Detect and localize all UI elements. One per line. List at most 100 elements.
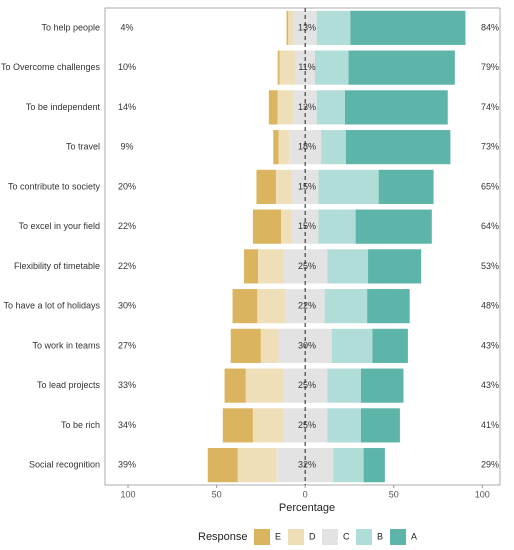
bar-segment	[327, 368, 361, 403]
right-percent-label: 65%	[481, 181, 499, 191]
legend-label: A	[411, 531, 417, 541]
bar-segment	[268, 90, 278, 125]
legend-label: B	[377, 531, 383, 541]
bar-segment	[345, 130, 451, 165]
bar-segment	[360, 368, 404, 403]
y-tick-label: To travel	[66, 142, 100, 152]
bar-segment	[245, 368, 284, 403]
right-percent-label: 43%	[481, 340, 499, 350]
y-tick-label: To work in teams	[32, 340, 100, 350]
y-tick-label: To help people	[41, 22, 100, 32]
bar-segment	[363, 448, 385, 483]
bar-segment	[288, 10, 294, 45]
right-percent-label: 64%	[481, 221, 499, 231]
bar-segment	[348, 50, 455, 85]
bar-segment	[378, 169, 434, 204]
bar-segment	[345, 90, 448, 125]
right-percent-label: 84%	[481, 22, 499, 32]
right-percent-label: 53%	[481, 261, 499, 271]
x-tick-label: 50	[389, 489, 399, 499]
bar-segment	[279, 50, 296, 85]
y-tick-label: To excel in your field	[18, 221, 100, 231]
bar-segment	[318, 209, 356, 244]
neutral-percent-label: 13%	[298, 22, 316, 32]
y-tick-label: To contribute to society	[8, 181, 101, 191]
right-percent-label: 74%	[481, 102, 499, 112]
bar-segment	[355, 209, 432, 244]
x-axis-title: Percentage	[279, 502, 335, 514]
x-tick-label: 100	[475, 489, 490, 499]
right-percent-label: 43%	[481, 380, 499, 390]
bar-segment	[278, 130, 290, 165]
neutral-percent-label: 30%	[298, 340, 316, 350]
bar-segment	[372, 328, 408, 363]
legend-label: D	[309, 531, 316, 541]
bar-segment	[331, 328, 373, 363]
neutral-percent-label: 25%	[298, 380, 316, 390]
left-percent-label: 4%	[120, 22, 133, 32]
bar-segment	[318, 169, 379, 204]
bar-segment	[367, 289, 410, 324]
bar-segment	[252, 209, 282, 244]
x-tick-label: 50	[212, 489, 222, 499]
bar-segment	[222, 408, 253, 443]
bar-segment	[360, 408, 400, 443]
bar-segment	[277, 90, 294, 125]
bar-segment	[293, 10, 317, 45]
bar-segment	[316, 90, 346, 125]
bar-segment	[333, 448, 364, 483]
y-tick-label: Flexibility of timetable	[14, 261, 100, 271]
neutral-percent-label: 13%	[298, 102, 316, 112]
bar-segment	[321, 130, 346, 165]
bar-segment	[275, 169, 292, 204]
bar-segment	[207, 448, 238, 483]
bar-segment	[316, 10, 351, 45]
right-percent-label: 29%	[481, 460, 499, 470]
legend-label: C	[343, 531, 350, 541]
bar-segment	[258, 249, 284, 284]
right-percent-label: 48%	[481, 301, 499, 311]
neutral-percent-label: 15%	[298, 181, 316, 191]
bar-segment	[260, 328, 279, 363]
left-percent-label: 39%	[118, 460, 136, 470]
left-percent-label: 33%	[118, 380, 136, 390]
left-percent-label: 22%	[118, 221, 136, 231]
left-percent-label: 14%	[118, 102, 136, 112]
bar-segment	[252, 408, 284, 443]
legend-title: Response	[198, 531, 248, 543]
y-tick-label: To Overcome challenges	[1, 62, 101, 72]
left-percent-label: 20%	[118, 181, 136, 191]
right-percent-label: 73%	[481, 142, 499, 152]
legend-label: E	[275, 531, 281, 541]
bar-segment	[230, 328, 261, 363]
neutral-percent-label: 18%	[298, 142, 316, 152]
left-percent-label: 10%	[118, 62, 136, 72]
neutral-percent-label: 32%	[298, 460, 316, 470]
left-percent-label: 27%	[118, 340, 136, 350]
x-tick-label: 100	[121, 489, 136, 499]
neutral-percent-label: 25%	[298, 420, 316, 430]
bar-segment	[286, 10, 289, 45]
y-tick-label: To have a lot of holidays	[3, 301, 100, 311]
right-percent-label: 41%	[481, 420, 499, 430]
bar-segment	[327, 408, 361, 443]
bar-segment	[257, 289, 286, 324]
bar-segment	[232, 289, 258, 324]
bar-segment	[256, 169, 276, 204]
bar-segment	[324, 289, 368, 324]
bar-segment	[314, 50, 349, 85]
legend-swatch	[390, 529, 406, 545]
legend-swatch	[356, 529, 372, 545]
bar-segment	[224, 368, 246, 403]
bar-segment	[281, 209, 292, 244]
bar-segment	[368, 249, 422, 284]
right-percent-label: 79%	[481, 62, 499, 72]
left-percent-label: 30%	[118, 301, 136, 311]
y-tick-label: Social recognition	[29, 460, 100, 470]
y-tick-label: To be independent	[26, 102, 101, 112]
y-tick-label: To lead projects	[37, 380, 101, 390]
legend-swatch	[322, 529, 338, 545]
neutral-percent-label: 25%	[298, 261, 316, 271]
neutral-percent-label: 22%	[298, 301, 316, 311]
